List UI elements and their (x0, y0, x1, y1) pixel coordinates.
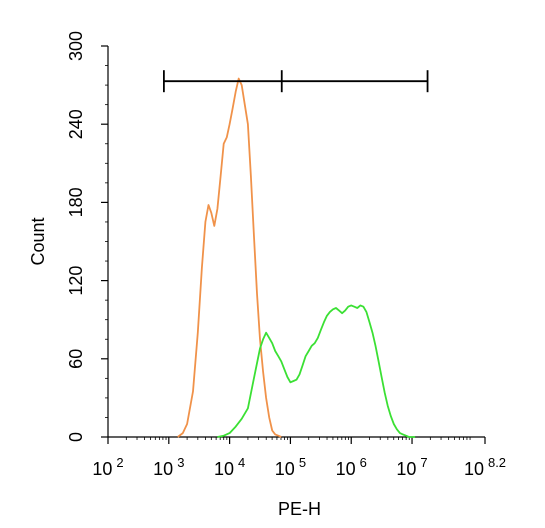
y-ticks: 0 60 120 180 240 300 (66, 31, 108, 442)
y-tick-label: 240 (66, 109, 86, 139)
y-tick-label: 120 (66, 266, 86, 296)
x-tick-base: 10 (396, 459, 416, 479)
x-tick-exponent: 6 (360, 455, 367, 470)
x-tick-exponent: 8.2 (488, 455, 506, 470)
x-tick-label: 10 4 (214, 455, 245, 479)
x-tick-exponent: 3 (177, 455, 184, 470)
histogram-series-1 (177, 77, 282, 438)
minor-ticks (125, 437, 471, 440)
x-tick-exponent: 7 (420, 455, 427, 470)
x-tick-base: 10 (153, 459, 173, 479)
y-tick-label: 60 (66, 349, 86, 369)
x-tick-base: 10 (275, 459, 295, 479)
x-tick-label: 10 2 (92, 455, 123, 479)
x-tick-label: 10 7 (396, 455, 427, 479)
x-tick-base: 10 (214, 459, 234, 479)
x-ticks: 10 2 10 3 10 4 10 5 10 6 10 7 10 8.2 (92, 437, 506, 479)
x-tick-exponent: 2 (116, 455, 123, 470)
x-tick-label: 10 3 (153, 455, 184, 479)
x-tick-exponent: 4 (238, 455, 245, 470)
y-tick-label: 0 (66, 432, 86, 442)
x-tick-base: 10 (92, 459, 112, 479)
x-tick-base: 10 (336, 459, 356, 479)
x-tick-label: 10 6 (336, 455, 367, 479)
x-tick-exponent: 5 (299, 455, 306, 470)
x-axis-label: PE-H (278, 499, 321, 519)
y-tick-label: 180 (66, 187, 86, 217)
series-layer (177, 77, 416, 438)
x-tick-label: 10 8.2 (464, 455, 506, 479)
gate-marker (162, 70, 429, 93)
y-axis-label: Count (28, 217, 48, 265)
x-tick-label: 10 5 (275, 455, 306, 479)
x-tick-base: 10 (464, 459, 484, 479)
histogram-series-2 (217, 304, 416, 438)
y-tick-label: 300 (66, 31, 86, 61)
